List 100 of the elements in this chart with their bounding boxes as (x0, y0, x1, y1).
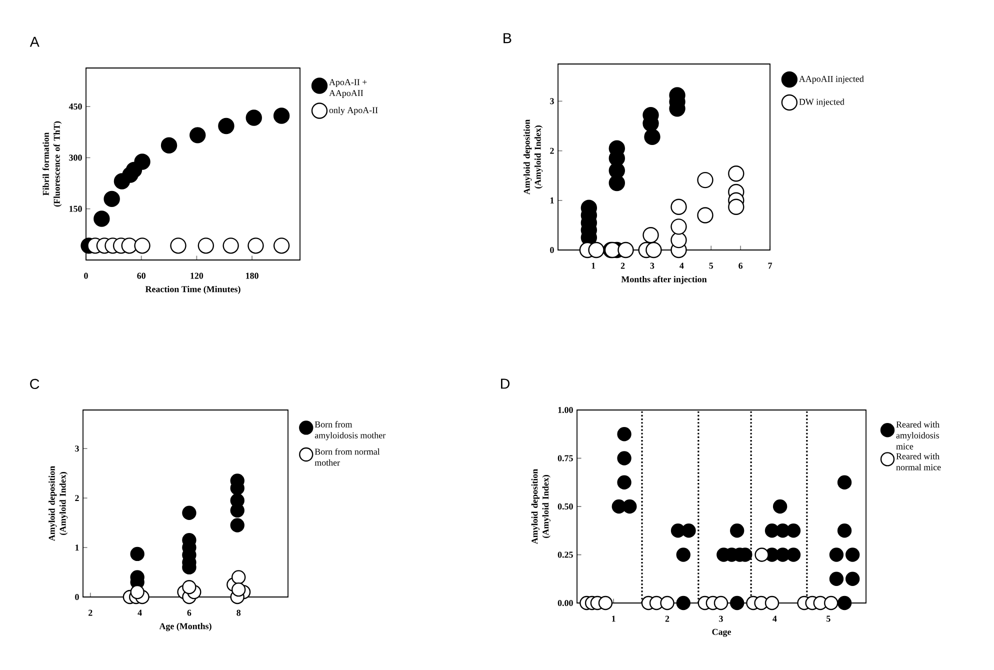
y-tick-label: 3 (550, 98, 554, 104)
point (845, 548, 860, 562)
point (646, 242, 662, 258)
point (644, 128, 660, 146)
legend-label: DW injected (799, 98, 844, 107)
y-axis-title: Amyloid deposition (Amyloid Index) (524, 120, 543, 195)
x-tick-label: 8 (236, 610, 241, 616)
point (130, 546, 144, 562)
x-tick-label: 2 (665, 616, 670, 622)
point (824, 596, 838, 610)
point (837, 475, 852, 490)
x-tick-label: 4 (772, 616, 777, 622)
point (845, 572, 860, 586)
x-tick-label: 5 (826, 616, 830, 622)
x-tick-label: 1 (612, 616, 616, 622)
point (829, 572, 844, 586)
x-tick-label: 3 (650, 262, 654, 269)
point (786, 524, 801, 538)
x-tick-label: 3 (719, 616, 723, 622)
legend-label: only ApoA-II (329, 106, 378, 116)
point (230, 503, 244, 518)
point (218, 118, 234, 134)
point (104, 190, 120, 208)
legend-label: AApoAII injected (799, 76, 864, 84)
y-tick-label: 0.75 (558, 455, 573, 462)
y-tick-label: 0.25 (558, 552, 573, 558)
y-tick-label: 0 (75, 594, 79, 600)
point (730, 524, 744, 538)
x-axis-title: Reaction Time (Minutes) (145, 286, 240, 294)
point (728, 198, 744, 215)
x-tick-label: 4 (680, 262, 684, 269)
x-tick-label: 2 (620, 262, 625, 269)
y-tick-label: 450 (68, 104, 82, 110)
point (134, 154, 150, 170)
x-tick-label: 5 (709, 262, 714, 269)
point (754, 548, 769, 562)
y-tick-label: 2 (75, 495, 79, 502)
x-tick-label: 120 (190, 272, 204, 279)
legend-label: ApoA-II + AApoAII (329, 79, 367, 98)
x-tick-label: 180 (246, 272, 258, 279)
point (786, 548, 801, 562)
point (608, 174, 625, 192)
y-axis-title: Amyloid deposition (Amyloid Index) (531, 469, 550, 544)
point (273, 108, 290, 124)
chart-title: D (501, 378, 510, 389)
x-axis-title: Cage (712, 628, 731, 637)
legend-label: Born from amyloidosis mother (314, 421, 386, 440)
point (676, 596, 690, 610)
point (617, 451, 632, 466)
point (588, 242, 604, 258)
chart-title: C (30, 378, 40, 390)
y-tick-label: 0.00 (558, 600, 573, 606)
chart-title: A (30, 36, 40, 47)
y-tick-label: 1 (550, 197, 554, 204)
point (182, 580, 196, 594)
point (618, 242, 634, 258)
x-tick-label: 7 (768, 262, 772, 269)
point (130, 584, 144, 600)
point (837, 524, 852, 538)
point (230, 518, 244, 532)
point (94, 210, 110, 227)
point (622, 499, 637, 514)
point (829, 548, 844, 562)
y-tick-label: 0 (550, 246, 554, 254)
point (772, 499, 788, 514)
y-tick-label: 2 (550, 148, 554, 154)
point (764, 596, 780, 610)
chart-title: B (504, 33, 512, 44)
legend-label: Reared with amyloidosis mice (896, 421, 940, 450)
x-axis-title: Age (Months) (159, 622, 212, 632)
point (160, 137, 178, 154)
point (617, 427, 632, 442)
point (837, 596, 852, 610)
x-tick-label: 6 (187, 610, 192, 616)
point (232, 582, 246, 597)
point (714, 596, 728, 610)
point (730, 596, 744, 610)
x-axis-title: Months after injection (621, 276, 707, 284)
y-tick-label: 1.00 (558, 406, 573, 414)
point (232, 570, 246, 584)
y-tick-label: 1 (75, 544, 79, 550)
x-tick-label: 2 (88, 610, 92, 616)
point (598, 596, 613, 610)
y-tick-label: 150 (70, 206, 82, 212)
point (682, 524, 696, 538)
legend-label: Reared with normal mice (896, 453, 941, 470)
point (676, 548, 690, 562)
x-tick-label: 1 (592, 262, 596, 269)
point (617, 475, 632, 490)
y-axis-title: Amyloid deposition (Amyloid Index) (48, 466, 68, 542)
x-tick-label: 0 (84, 272, 88, 279)
x-tick-label: 6 (738, 262, 743, 269)
y-tick-label: 300 (69, 154, 82, 161)
point (660, 596, 674, 610)
y-tick-label: 0.50 (558, 503, 573, 510)
legend-label: Born from normal mother (314, 448, 380, 466)
x-tick-label: 4 (138, 610, 142, 616)
point (246, 110, 262, 126)
point (190, 127, 206, 144)
y-axis-title: Fibril formation (Fluorescence of ThT) (42, 121, 62, 207)
